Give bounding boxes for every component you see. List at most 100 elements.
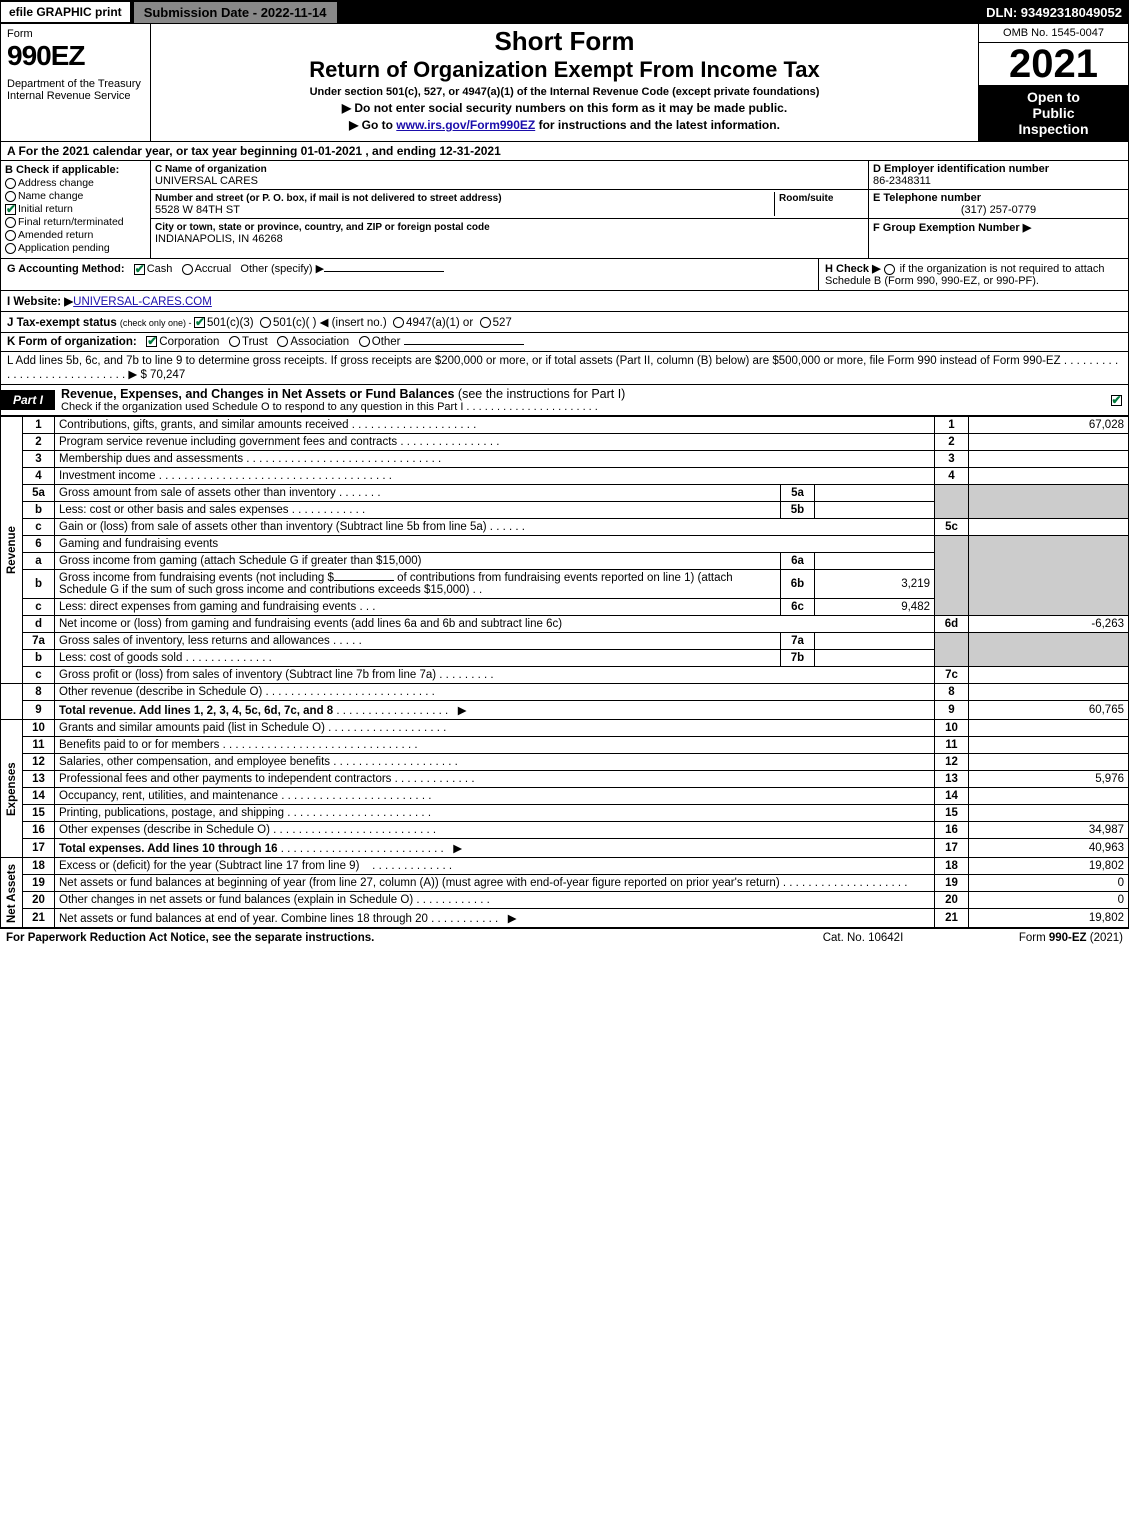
l7c-desc: Gross profit or (loss) from sales of inv… (55, 667, 935, 684)
l14-col: 14 (935, 788, 969, 805)
amend-label: Amended return (18, 229, 93, 241)
department-label: Department of the Treasury Internal Reve… (7, 78, 144, 102)
l4-desc-text: Investment income (59, 470, 156, 482)
final-label: Final return/terminated (18, 216, 124, 228)
lines-table: Revenue1Contributions, gifts, grants, an… (0, 416, 1129, 928)
501c-label: 501(c)( ) ◀ (insert no.) (273, 317, 387, 329)
checkbox-amended[interactable]: Amended return (5, 229, 146, 241)
l5b-sc: 5b (781, 502, 815, 519)
part1-tab: Part I (1, 390, 55, 410)
part1-subtitle: Check if the organization used Schedule … (61, 401, 1100, 413)
l7a-sc: 7a (781, 633, 815, 650)
irs-link[interactable]: www.irs.gov/Form990EZ (396, 118, 535, 132)
501c3-checkbox[interactable] (194, 317, 205, 328)
l11-desc-text: Benefits paid to or for members (59, 739, 219, 751)
cash-checkbox[interactable] (134, 264, 145, 275)
l9-desc: Total revenue. Add lines 1, 2, 3, 4, 5c,… (55, 701, 935, 720)
h-label: H Check ▶ (825, 263, 881, 275)
other-org-radio[interactable] (359, 336, 370, 347)
l16-val: 34,987 (969, 822, 1129, 839)
efile-label: efile GRAPHIC print (1, 2, 130, 22)
l8-spacer (1, 684, 23, 701)
501c3-label: 501(c)(3) (207, 317, 254, 329)
527-radio[interactable] (480, 317, 491, 328)
l7a-desc-text: Gross sales of inventory, less returns a… (59, 635, 330, 647)
l14-val (969, 788, 1129, 805)
l6c-desc-text: Less: direct expenses from gaming and fu… (59, 601, 356, 613)
l9-col: 9 (935, 701, 969, 720)
l6b-sv: 3,219 (815, 570, 935, 599)
street-value: 5528 W 84TH ST (155, 204, 240, 216)
l6-shade (935, 536, 969, 616)
other-org-input[interactable] (404, 344, 524, 345)
l5c-desc-text: Gain or (loss) from sale of assets other… (59, 521, 487, 533)
l3-col: 3 (935, 451, 969, 468)
corp-checkbox[interactable] (146, 336, 157, 347)
l1-col: 1 (935, 417, 969, 434)
k-label: K Form of organization: (7, 336, 137, 348)
form-word: Form (7, 28, 144, 40)
header-right: OMB No. 1545-0047 2021 Open to Public In… (978, 24, 1128, 141)
l12-desc: Salaries, other compensation, and employ… (55, 754, 935, 771)
open-line3: Inspection (981, 121, 1126, 137)
l12-val (969, 754, 1129, 771)
l1-desc: Contributions, gifts, grants, and simila… (55, 417, 935, 434)
l1-desc-text: Contributions, gifts, grants, and simila… (59, 419, 349, 431)
trust-radio[interactable] (229, 336, 240, 347)
l7ab-shade (935, 633, 969, 667)
row-l-gross-receipts: L Add lines 5b, 6c, and 7b to line 9 to … (0, 352, 1129, 385)
part1-check[interactable] (1106, 394, 1128, 406)
name-label: Name change (18, 190, 83, 202)
l21-desc-text: Net assets or fund balances at end of ye… (59, 913, 428, 925)
checkbox-application-pending[interactable]: Application pending (5, 242, 146, 254)
l13-val: 5,976 (969, 771, 1129, 788)
line-9-row: 9Total revenue. Add lines 1, 2, 3, 4, 5c… (1, 701, 1129, 720)
line-3-row: 3Membership dues and assessments . . . .… (1, 451, 1129, 468)
l6d-col: 6d (935, 616, 969, 633)
open-to-public: Open to Public Inspection (979, 85, 1128, 141)
tel-cell: E Telephone number(317) 257-0779 (869, 190, 1128, 219)
accrual-radio[interactable] (182, 264, 193, 275)
l12-col: 12 (935, 754, 969, 771)
l7b-num: b (23, 650, 55, 667)
l4-desc: Investment income . . . . . . . . . . . … (55, 468, 935, 485)
l16-desc-text: Other expenses (describe in Schedule O) (59, 824, 270, 836)
page-footer: For Paperwork Reduction Act Notice, see … (0, 928, 1129, 947)
l6a-desc: Gross income from gaming (attach Schedul… (55, 553, 781, 570)
501c-radio[interactable] (260, 317, 271, 328)
l-amount: ▶ $ 70,247 (128, 369, 185, 381)
assoc-radio[interactable] (277, 336, 288, 347)
l19-num: 19 (23, 875, 55, 892)
col-b-header: B Check if applicable: (5, 164, 146, 176)
checkbox-initial-return[interactable]: Initial return (5, 203, 146, 215)
l6d-val: -6,263 (969, 616, 1129, 633)
street-lbl: Number and street (or P. O. box, if mail… (155, 193, 502, 204)
checkbox-final-return[interactable]: Final return/terminated (5, 216, 146, 228)
l1-val: 67,028 (969, 417, 1129, 434)
other-specify-input[interactable] (324, 271, 444, 272)
l6b-blank[interactable] (334, 580, 394, 581)
line-7c-row: cGross profit or (loss) from sales of in… (1, 667, 1129, 684)
submission-date: Submission Date - 2022-11-14 (134, 2, 337, 23)
trust-label: Trust (242, 336, 268, 348)
room-lbl: Room/suite (779, 193, 833, 204)
row-h-schedule-b: H Check ▶ if the organization is not req… (818, 259, 1128, 290)
4947-radio[interactable] (393, 317, 404, 328)
l13-num: 13 (23, 771, 55, 788)
l2-val (969, 434, 1129, 451)
column-c-org: C Name of organizationUNIVERSAL CARES Nu… (151, 161, 868, 258)
l5c-desc: Gain or (loss) from sale of assets other… (55, 519, 935, 536)
website-link[interactable]: UNIVERSAL-CARES.COM (73, 296, 212, 308)
l3-num: 3 (23, 451, 55, 468)
l20-num: 20 (23, 892, 55, 909)
line-4-row: 4Investment income . . . . . . . . . . .… (1, 468, 1129, 485)
omb-number: OMB No. 1545-0047 (979, 24, 1128, 43)
checkbox-name-change[interactable]: Name change (5, 190, 146, 202)
grp-lbl: F Group Exemption Number ▶ (873, 222, 1031, 234)
checkbox-address-change[interactable]: Address change (5, 177, 146, 189)
l9-val: 60,765 (969, 701, 1129, 720)
l12-desc-text: Salaries, other compensation, and employ… (59, 756, 330, 768)
h-checkbox[interactable] (884, 264, 895, 275)
l6a-num: a (23, 553, 55, 570)
l5a-sc: 5a (781, 485, 815, 502)
